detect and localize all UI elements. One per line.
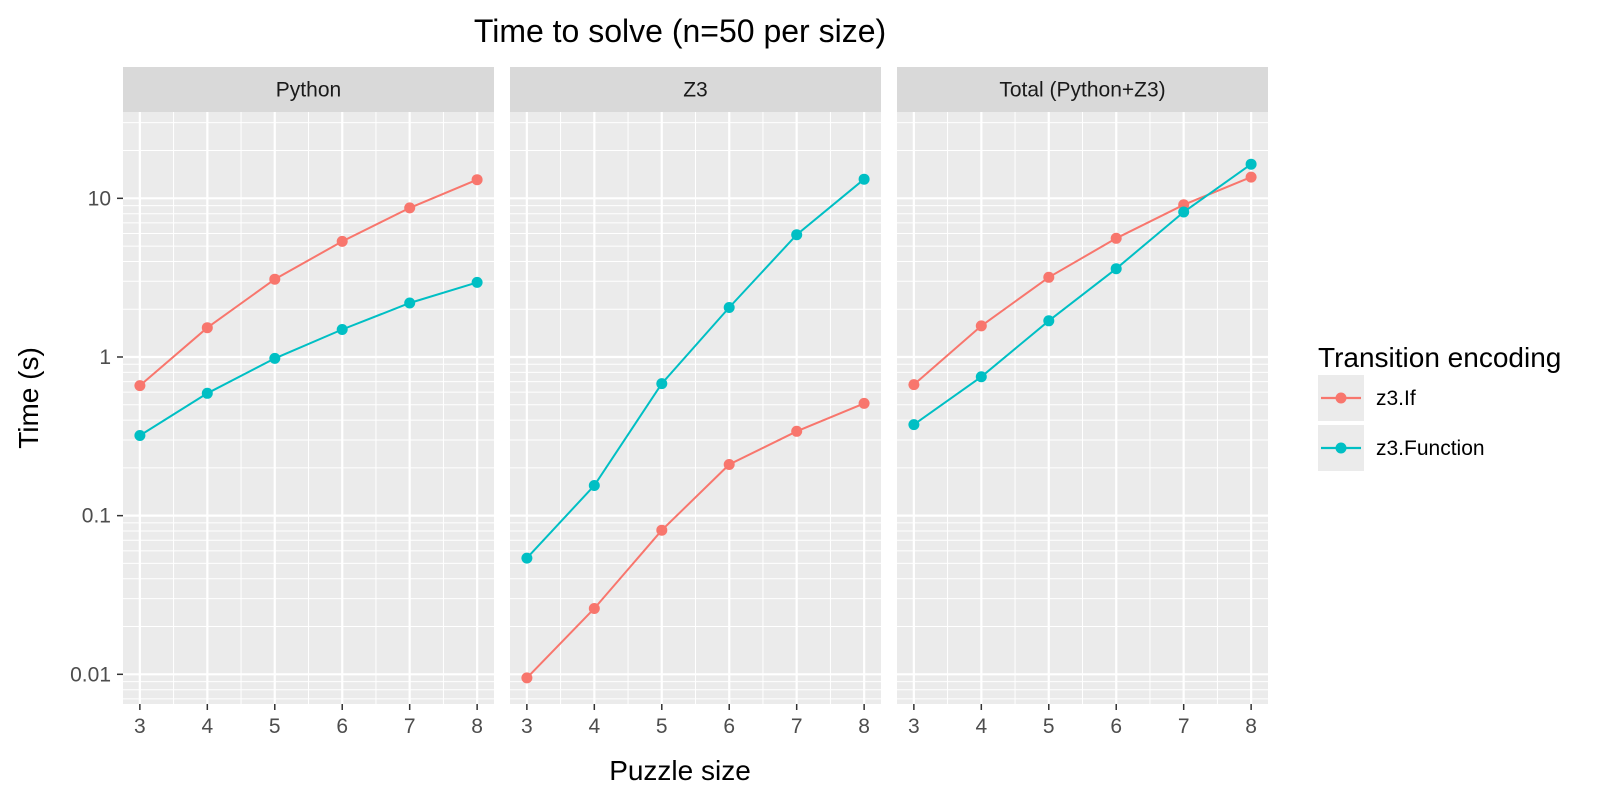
data-point-z3-Function (201, 387, 213, 399)
panel-strip (510, 67, 881, 112)
data-point-z3-If (1110, 232, 1122, 244)
panel-strip-label: Z3 (683, 79, 708, 102)
x-tick-label: 7 (791, 715, 803, 738)
data-point-z3-If (588, 603, 600, 614)
data-point-z3-Function (858, 173, 870, 185)
series-line-z3-If (913, 176, 1252, 386)
data-point-z3-Function (588, 480, 600, 491)
data-point-z3-If (975, 320, 987, 332)
y-tick-label: 0.01 (70, 663, 111, 686)
legend-title: Transition encoding (1318, 342, 1561, 373)
data-point-z3-If (201, 322, 213, 334)
data-point-z3-If (134, 380, 146, 392)
data-point-z3-Function (521, 552, 533, 564)
panel-strip-label: Total (Python+Z3) (999, 79, 1165, 102)
x-tick-label: 8 (471, 715, 483, 738)
data-point-z3-Function (1245, 158, 1257, 170)
data-point-z3-Function (791, 229, 803, 241)
data-point-z3-If (1245, 171, 1257, 183)
legend-label: z3.If (1376, 387, 1416, 410)
panel-1: Z3 3 4 5 6 7 8 (510, 67, 881, 738)
series-line-z3-Function (913, 163, 1252, 426)
data-point-z3-If (404, 202, 416, 214)
data-point-z3-Function (975, 371, 987, 383)
data-point-z3-Function (908, 419, 920, 431)
y-tick-label: 1 (99, 346, 111, 369)
x-tick-label: 8 (1245, 715, 1257, 738)
x-axis-title: Puzzle size (609, 755, 751, 786)
series-line-z3-Function (526, 178, 865, 559)
data-point-z3-Function (1178, 206, 1190, 218)
data-point-z3-If (908, 379, 920, 391)
x-tick-label: 4 (588, 715, 600, 738)
x-tick-label: 8 (858, 715, 870, 738)
data-point-z3-If (791, 425, 803, 437)
data-point-z3-Function (134, 430, 146, 441)
data-point-z3-If (336, 235, 348, 247)
legend-key-point (1335, 442, 1347, 454)
data-point-z3-If (656, 524, 668, 536)
x-tick-label: 4 (975, 715, 987, 738)
y-axis-title: Time (s) (13, 347, 44, 449)
data-point-z3-Function (404, 297, 416, 309)
data-point-z3-Function (336, 324, 348, 335)
y-tick-label: 0.1 (82, 505, 111, 528)
data-point-z3-If (1043, 271, 1055, 283)
data-point-z3-Function (1110, 263, 1122, 275)
series-line-z3-If (139, 178, 478, 387)
panel-2: Total (Python+Z3) 3 4 5 6 7 8 (897, 67, 1268, 738)
data-point-z3-If (471, 174, 483, 186)
legend-label: z3.Function (1376, 437, 1485, 460)
legend-key-point (1335, 392, 1347, 404)
data-point-z3-If (723, 459, 735, 470)
legend: Transition encoding z3.If z3.Function (1318, 342, 1561, 471)
x-tick-label: 6 (1110, 715, 1122, 738)
x-tick-label: 7 (404, 715, 416, 738)
x-tick-label: 3 (521, 715, 533, 738)
chart-title: Time to solve (n=50 per size) (474, 13, 886, 49)
x-tick-label: 5 (656, 715, 668, 738)
data-point-z3-Function (269, 352, 281, 364)
data-point-z3-If (858, 397, 870, 409)
x-tick-label: 7 (1178, 715, 1190, 738)
x-tick-label: 5 (1043, 715, 1055, 738)
x-tick-label: 3 (134, 715, 146, 738)
panel-strip-label: Python (276, 79, 341, 102)
x-tick-label: 3 (908, 715, 920, 738)
x-tick-label: 4 (201, 715, 213, 738)
series-line-z3-If (526, 402, 865, 679)
x-tick-label: 5 (269, 715, 281, 738)
data-point-z3-Function (1043, 315, 1055, 327)
data-point-z3-Function (656, 378, 668, 390)
data-point-z3-Function (471, 276, 483, 288)
x-tick-label: 6 (723, 715, 735, 738)
x-tick-label: 6 (336, 715, 348, 738)
panel-0: Python 3 4 5 6 7 8 0.01 0.1 1 10 (70, 67, 494, 738)
panel-strip (123, 67, 494, 112)
y-tick-label: 10 (88, 187, 111, 210)
series-line-z3-Function (139, 281, 478, 437)
panel-strip (897, 67, 1268, 112)
data-point-z3-Function (723, 302, 735, 313)
data-point-z3-If (521, 672, 533, 684)
data-point-z3-If (269, 273, 281, 285)
